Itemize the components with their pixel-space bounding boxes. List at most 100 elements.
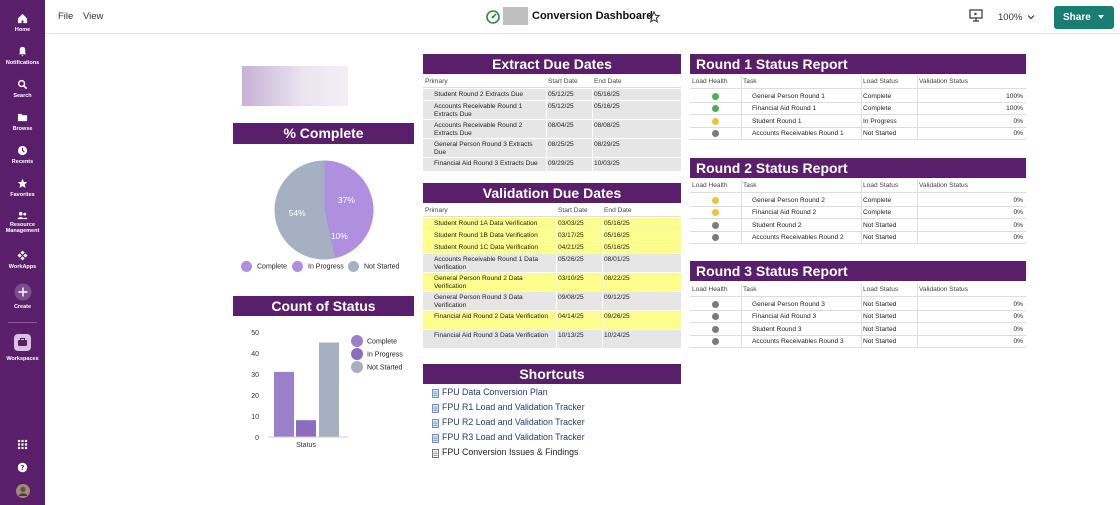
share-button[interactable]: Share bbox=[1054, 6, 1114, 29]
bell-icon bbox=[18, 46, 27, 57]
cell-divider bbox=[602, 292, 603, 310]
column-divider bbox=[741, 180, 742, 244]
column-header: Load Status bbox=[863, 286, 899, 293]
task-name: General Person Round 2 bbox=[752, 196, 825, 204]
table-row: Student Round 3 Not Started 0% bbox=[690, 323, 1026, 336]
column-header: Load Health bbox=[692, 286, 728, 293]
cell-divider bbox=[592, 120, 593, 138]
table-cell: General Person Round 3 Extracts Due bbox=[434, 141, 533, 156]
share-label: Share bbox=[1063, 12, 1091, 23]
validation-status: 0% bbox=[1013, 130, 1023, 137]
plus-icon bbox=[14, 283, 31, 301]
table-header-row bbox=[423, 76, 681, 88]
health-green-dot bbox=[712, 105, 719, 112]
extract-header: Extract Due Dates bbox=[423, 54, 681, 74]
table-row: Financial Aid Round 3 Not Started 0% bbox=[690, 311, 1026, 323]
table-cell: 05/16/25 bbox=[594, 103, 620, 110]
nav-recents-label: Recents bbox=[11, 159, 34, 165]
cell-divider bbox=[556, 273, 557, 291]
chevron-down-icon[interactable] bbox=[1027, 13, 1035, 21]
favorite-star-icon[interactable] bbox=[648, 11, 660, 23]
cell-divider bbox=[546, 158, 547, 171]
nav-favorites[interactable]: Favorites bbox=[0, 178, 45, 198]
cell-divider bbox=[556, 330, 557, 348]
star-icon bbox=[17, 178, 28, 188]
cell-divider bbox=[546, 101, 547, 119]
workspace-icon[interactable] bbox=[14, 334, 31, 351]
validation-status: 0% bbox=[1013, 300, 1023, 308]
cell-divider bbox=[592, 158, 593, 171]
table-header-row bbox=[690, 76, 1026, 89]
table-cell: Student Round 2 Extracts Due bbox=[434, 91, 524, 98]
table-row: Accounts Receivable Round 2 Extracts Due… bbox=[423, 120, 681, 139]
validation-status: 0% bbox=[1013, 209, 1023, 216]
health-gray-dot bbox=[712, 300, 719, 308]
nav-help[interactable]: ? bbox=[0, 462, 45, 473]
nav-recents[interactable]: Recents bbox=[0, 145, 45, 165]
nav-notifications[interactable]: Notifications bbox=[0, 46, 45, 66]
load-status: Complete bbox=[863, 196, 892, 204]
svg-text:?: ? bbox=[21, 464, 25, 472]
cell-divider bbox=[592, 89, 593, 100]
task-name: Accounts Receivables Round 1 bbox=[752, 130, 844, 137]
nav-home-label: Home bbox=[14, 27, 31, 33]
present-icon[interactable] bbox=[969, 9, 983, 22]
nav-browse-label: Browse bbox=[12, 126, 33, 132]
task-name: Student Round 2 bbox=[752, 221, 802, 229]
nav-workapps[interactable]: WorkApps bbox=[0, 250, 45, 270]
nav-home[interactable]: Home bbox=[0, 13, 45, 33]
validation-status: 0% bbox=[1013, 325, 1023, 333]
column-header: Load Health bbox=[692, 182, 728, 189]
table-cell: 10/03/25 bbox=[594, 160, 620, 167]
zoom-level[interactable]: 100% bbox=[998, 12, 1023, 23]
table-header-row bbox=[423, 205, 681, 217]
nav-workspaces[interactable]: Workspaces bbox=[0, 353, 45, 362]
pie-value-label: 54% bbox=[289, 208, 306, 218]
health-green-dot bbox=[712, 92, 719, 100]
nav-resource-management[interactable]: Resource Management bbox=[0, 211, 45, 234]
home-icon bbox=[17, 13, 28, 24]
table-cell: 08/22/25 bbox=[604, 275, 630, 282]
cell-divider bbox=[556, 242, 557, 253]
nav-search[interactable]: Search bbox=[0, 79, 45, 99]
nav-browse[interactable]: Browse bbox=[0, 112, 45, 132]
pie-slice-complete bbox=[323, 160, 374, 244]
round3-header: Round 3 Status Report bbox=[690, 261, 1026, 281]
table-cell: 03/10/25 bbox=[558, 275, 584, 282]
health-gray-dot bbox=[712, 234, 719, 241]
column-header: Start Date bbox=[548, 78, 578, 85]
people-icon bbox=[17, 211, 28, 220]
nav-create[interactable]: Create bbox=[0, 283, 45, 310]
column-header: Validation Status bbox=[919, 182, 968, 189]
pie-legend-item: Complete bbox=[241, 261, 287, 273]
table-cell: Financial Aid Round 3 Extracts Due bbox=[434, 160, 538, 167]
nav-avatar[interactable] bbox=[0, 484, 45, 498]
column-header: Validation Status bbox=[919, 286, 968, 293]
redacted-title-prefix bbox=[503, 7, 528, 25]
health-gray-dot bbox=[712, 313, 719, 320]
bar-complete bbox=[274, 371, 294, 437]
table-cell: 09/08/25 bbox=[558, 294, 584, 301]
sheet-icon bbox=[432, 404, 439, 413]
nav-divider bbox=[8, 322, 37, 323]
sheet-icon bbox=[432, 419, 439, 428]
share-dropdown-icon bbox=[1098, 15, 1104, 19]
menu-file[interactable]: File bbox=[58, 11, 74, 22]
nav-favorites-label: Favorites bbox=[10, 192, 35, 198]
cell-divider bbox=[546, 139, 547, 157]
menu-view[interactable]: View bbox=[83, 11, 104, 22]
validation-status: 0% bbox=[1013, 196, 1023, 204]
table-row: Accounts Receivables Round 2 Not Started 0… bbox=[690, 232, 1026, 244]
nav-apps-grid[interactable] bbox=[0, 439, 45, 450]
search-icon bbox=[17, 79, 28, 90]
nav-workspaces-label: Workspaces bbox=[6, 356, 39, 362]
task-name: Accounts Receivables Round 3 bbox=[752, 338, 844, 345]
legend-label: Not Started bbox=[367, 365, 403, 372]
cell-divider bbox=[592, 101, 593, 119]
left-nav: Home Notifications Search Browse Recents… bbox=[0, 0, 45, 505]
table-cell: General Person Round 3 Data Verification bbox=[434, 294, 523, 309]
task-name: Financial Aid Round 2 bbox=[752, 209, 817, 216]
nav-workapps-label: WorkApps bbox=[8, 264, 37, 270]
column-divider bbox=[917, 76, 918, 140]
table-cell: Student Round 1A Data Verification bbox=[434, 220, 538, 227]
